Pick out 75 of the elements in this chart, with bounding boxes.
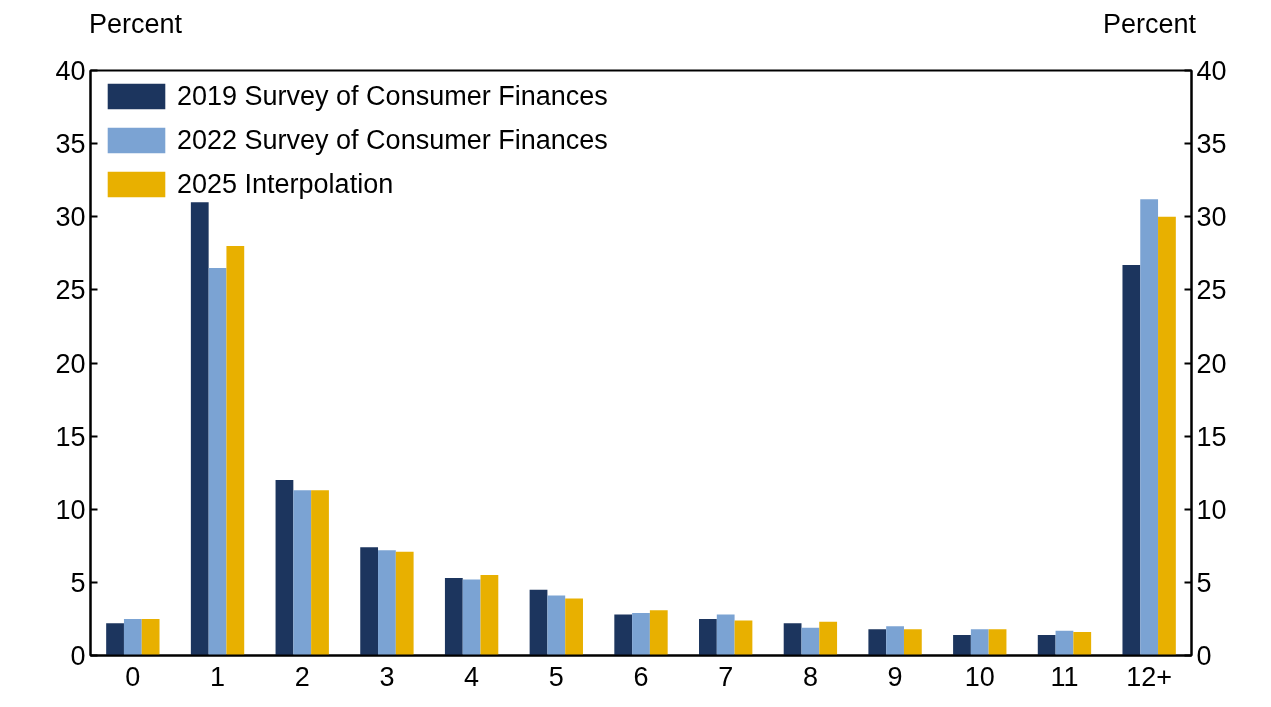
bar: [462, 579, 481, 656]
x-tick-label: 4: [464, 661, 480, 692]
bar: [801, 627, 820, 656]
y2-tick-label: 30: [1196, 202, 1227, 233]
bar: [444, 577, 463, 656]
bar: [190, 202, 209, 656]
y2-axis-title: Percent: [1102, 8, 1196, 41]
bar: [886, 626, 904, 656]
bar: [1055, 630, 1074, 656]
x-tick-label: 2: [294, 661, 310, 692]
y-tick-label: 25: [55, 275, 86, 306]
bar: [953, 635, 971, 656]
x-tick-label: 5: [548, 661, 564, 692]
x-tick-label: 0: [125, 661, 141, 692]
bar: [1037, 635, 1056, 656]
bar: [649, 610, 668, 656]
y2-tick-label: 25: [1196, 275, 1227, 306]
bar: [360, 547, 379, 656]
legend-label: 2025 Interpolation: [177, 168, 394, 200]
bar: [378, 550, 396, 656]
y-tick-label: 0: [70, 641, 86, 671]
bar: [1158, 216, 1176, 656]
y2-tick-label: 0: [1196, 641, 1212, 671]
legend-label: 2022 Survey of Consumer Finances: [177, 124, 608, 156]
bar: [529, 589, 548, 656]
bar: [123, 618, 142, 656]
x-tick-label: 10: [964, 661, 995, 692]
y2-tick-label: 40: [1196, 56, 1227, 86]
y-tick-label: 15: [55, 421, 86, 452]
y-axis-title: Percent: [89, 8, 183, 41]
y2-tick-label: 15: [1196, 421, 1227, 452]
legend-label: 2019 Survey of Consumer Finances: [177, 80, 608, 112]
bar: [480, 575, 499, 656]
bar: [293, 490, 312, 656]
y-tick-label: 40: [55, 56, 86, 86]
bar: [311, 490, 329, 656]
bar: [988, 629, 1007, 656]
bar: [699, 618, 717, 656]
bar: [141, 618, 160, 656]
bar: [614, 614, 633, 656]
x-tick-label: 8: [802, 661, 818, 692]
x-tick-label: 11: [1050, 661, 1079, 692]
bar: [208, 267, 227, 656]
bar: [565, 598, 583, 656]
x-tick-label: 1: [210, 661, 226, 692]
bar: [275, 480, 294, 656]
y-tick-label: 20: [55, 348, 86, 379]
bar: [734, 620, 753, 656]
bar: [783, 623, 802, 656]
bar: [903, 629, 922, 656]
bar: [970, 629, 989, 656]
y2-tick-label: 10: [1196, 494, 1227, 525]
y-tick-label: 5: [70, 567, 86, 598]
bar: [632, 613, 650, 656]
x-tick-label: 3: [379, 661, 395, 692]
x-tick-label: 12+: [1126, 661, 1173, 692]
bar: [1140, 199, 1159, 656]
y-tick-label: 30: [55, 202, 86, 233]
bar: [1122, 265, 1141, 656]
y-tick-label: 35: [55, 129, 86, 160]
x-tick-label: 6: [633, 661, 649, 692]
x-tick-label: 9: [887, 661, 903, 692]
bar: [1073, 632, 1092, 656]
bar: [819, 621, 838, 656]
y-tick-label: 10: [55, 494, 86, 525]
bar: [716, 614, 735, 656]
y2-tick-label: 5: [1196, 567, 1212, 598]
bar: [106, 623, 124, 656]
bar: [226, 246, 245, 656]
bar: [395, 551, 414, 656]
bar: [868, 629, 887, 656]
y2-tick-label: 35: [1196, 129, 1227, 160]
y2-tick-label: 20: [1196, 348, 1227, 379]
x-tick-label: 7: [718, 661, 734, 692]
bar: [547, 595, 566, 656]
